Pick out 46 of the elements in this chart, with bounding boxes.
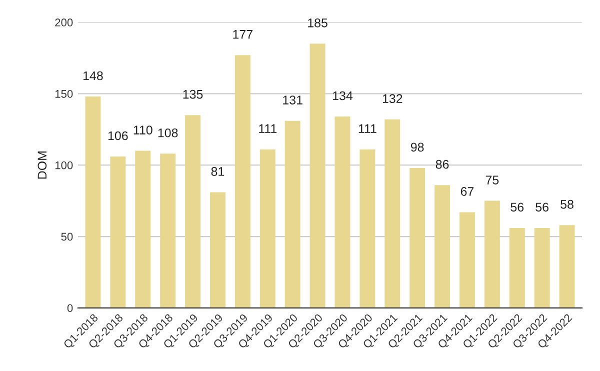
data-label: 110 xyxy=(134,126,152,134)
data-label: 111 xyxy=(259,124,277,133)
data-label: 135 xyxy=(183,90,203,99)
data-label: 98 xyxy=(410,142,424,152)
y-tick-label: 50 xyxy=(61,232,73,241)
bar xyxy=(384,119,400,308)
data-label: 134 xyxy=(333,91,353,100)
data-label: 86 xyxy=(436,160,449,169)
bar xyxy=(135,150,151,308)
bar xyxy=(334,116,350,308)
bar xyxy=(484,200,500,308)
bar xyxy=(85,96,101,308)
bar xyxy=(234,55,250,308)
data-label: 131 xyxy=(283,96,302,104)
data-label: 75 xyxy=(486,176,499,184)
bar xyxy=(459,212,475,308)
y-tick-label: 100 xyxy=(55,161,73,170)
bar xyxy=(210,192,226,308)
data-label: 148 xyxy=(83,71,103,80)
data-label: 108 xyxy=(158,128,178,138)
data-label: 58 xyxy=(560,200,574,209)
bar xyxy=(410,168,426,308)
bar xyxy=(559,225,575,308)
y-tick-label: 200 xyxy=(55,18,73,26)
y-axis-title: DOM xyxy=(38,152,47,179)
data-label: 177 xyxy=(233,30,252,39)
bar xyxy=(185,115,201,308)
bar xyxy=(260,149,276,308)
data-label: 56 xyxy=(536,202,548,212)
bar xyxy=(360,149,376,308)
data-label: 132 xyxy=(382,94,402,104)
data-label: 185 xyxy=(308,18,328,28)
bar xyxy=(534,228,550,308)
bar xyxy=(284,120,300,308)
y-tick-label: 150 xyxy=(55,90,73,98)
bar xyxy=(310,44,326,308)
y-tick-label: 0 xyxy=(67,304,73,312)
bar xyxy=(110,156,126,308)
bar xyxy=(509,228,525,308)
data-label: 106 xyxy=(108,131,128,140)
data-label: 111 xyxy=(358,124,376,133)
bar xyxy=(160,154,176,308)
data-label: 56 xyxy=(510,202,524,212)
bar xyxy=(434,185,450,308)
data-label: 67 xyxy=(460,187,474,196)
data-label: 81 xyxy=(211,167,224,176)
